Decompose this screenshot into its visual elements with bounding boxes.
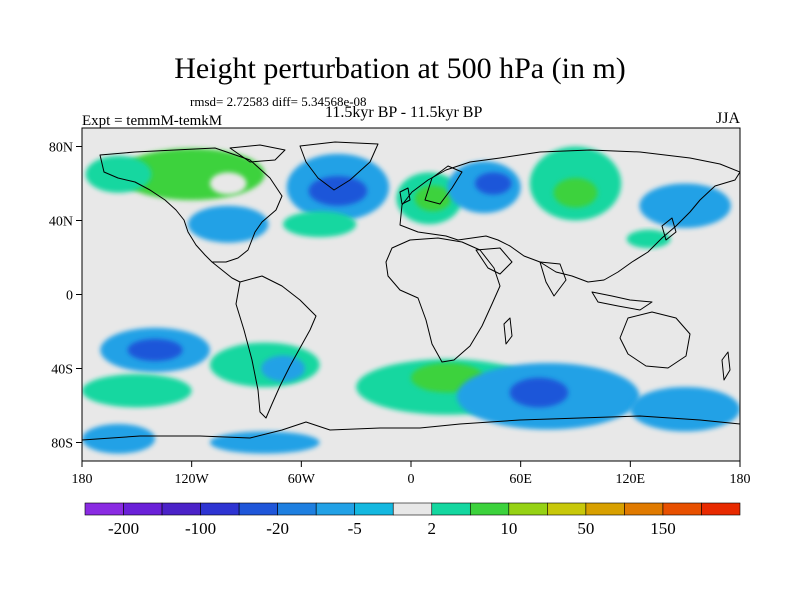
colorbar-swatch-9 xyxy=(431,502,471,516)
y-tick-label-0: 80N xyxy=(49,141,73,156)
x-tick-label-4: 60E xyxy=(509,472,532,487)
anomaly-region-12 xyxy=(188,205,269,243)
colorbar-swatch-6 xyxy=(315,502,356,516)
anomaly-region-24 xyxy=(630,387,740,432)
arctic-islands-coastline xyxy=(229,144,286,163)
anomaly-region-4 xyxy=(308,176,368,206)
colorbar-swatch-16 xyxy=(701,502,741,516)
colorbar-swatch-15 xyxy=(662,502,702,516)
madagascar-coastline xyxy=(503,317,513,345)
colorbar-swatch-0 xyxy=(84,502,124,516)
y-tick-label-4: 80S xyxy=(51,437,73,452)
colorbar-swatch-13 xyxy=(585,502,625,516)
axis-ticks: 180 120W 60W 0 60E 120E 180 80N 40N 0 40S 80S xyxy=(49,141,751,488)
period-label: 11.5kyr BP - 11.5kyr BP xyxy=(325,104,483,121)
colorbar-swatch-3 xyxy=(200,502,240,516)
anomaly-region-6 xyxy=(414,185,452,212)
colorbar-swatch-10 xyxy=(469,502,510,516)
anomaly-fields xyxy=(82,146,740,454)
colorbar-label-2: -20 xyxy=(266,519,289,538)
anomaly-region-19 xyxy=(261,355,305,382)
eurasia-coastline xyxy=(399,149,740,283)
colorbar-swatch-2 xyxy=(161,502,201,516)
colorbar-swatch-7 xyxy=(354,502,394,516)
colorbar-label-6: 50 xyxy=(577,519,594,538)
anomaly-region-8 xyxy=(474,172,512,195)
colorbar: -200 -100 -20 -5 2 10 50 150 xyxy=(84,502,741,538)
new-zealand-coastline xyxy=(721,351,731,381)
arabia-coastline xyxy=(475,247,513,275)
africa-coastline xyxy=(385,237,501,363)
indonesia-coastline xyxy=(591,291,653,311)
japan-coastline xyxy=(661,217,677,241)
x-tick-label-0: 180 xyxy=(72,472,93,487)
anomaly-region-17 xyxy=(82,374,192,408)
colorbar-swatch-8 xyxy=(392,502,433,516)
colorbar-label-7: 150 xyxy=(650,519,676,538)
antarctica-coastline xyxy=(82,415,740,441)
anomaly-region-16 xyxy=(127,338,183,362)
season-label: JJA xyxy=(716,110,741,127)
anomaly-region-26 xyxy=(209,431,320,454)
anomaly-region-14 xyxy=(626,229,671,249)
x-tick-label-2: 60W xyxy=(288,472,316,487)
anomaly-region-2 xyxy=(209,172,247,195)
colorbar-swatch-4 xyxy=(238,502,278,516)
rmsd-diff-label: rmsd= 2.72583 diff= 5.34568e-08 xyxy=(190,94,367,109)
anomaly-region-23 xyxy=(509,377,569,408)
colorbar-label-4: 2 xyxy=(428,519,437,538)
experiment-label: Expt = temmM-temkM xyxy=(82,113,223,129)
colorbar-swatch-1 xyxy=(123,502,163,516)
anomaly-region-1 xyxy=(85,155,152,193)
british-isles-coastline xyxy=(399,187,411,205)
x-tick-label-6: 180 xyxy=(730,472,751,487)
y-tick-label-1: 40N xyxy=(49,215,73,230)
anomaly-region-11 xyxy=(639,183,731,228)
colorbar-swatch-5 xyxy=(277,502,317,516)
colorbar-label-1: -100 xyxy=(185,519,216,538)
continent-outlines xyxy=(82,141,740,441)
scandinavia-coastline xyxy=(424,165,463,205)
chart-title: Height perturbation at 500 hPa (in m) xyxy=(174,52,626,85)
colorbar-label-5: 10 xyxy=(500,519,517,538)
x-tick-label-5: 120E xyxy=(616,472,646,487)
y-tick-label-2: 0 xyxy=(66,289,73,304)
greenland-coastline xyxy=(299,141,379,191)
colorbar-swatch-14 xyxy=(624,502,664,516)
anomaly-region-10 xyxy=(553,177,598,208)
central-america-coastline xyxy=(211,261,241,283)
north-america-coastline xyxy=(99,147,283,263)
south-america-coastline xyxy=(235,275,317,419)
x-tick-label-3: 0 xyxy=(408,472,415,487)
y-tick-label-3: 40S xyxy=(51,363,73,378)
x-tick-label-1: 120W xyxy=(175,472,210,487)
india-coastline xyxy=(539,261,567,297)
anomaly-region-13 xyxy=(283,211,357,238)
colorbar-label-3: -5 xyxy=(348,519,362,538)
australia-coastline xyxy=(619,311,691,369)
colorbar-swatch-11 xyxy=(508,502,548,516)
colorbar-swatch-12 xyxy=(547,502,587,516)
colorbar-label-0: -200 xyxy=(108,519,139,538)
anomaly-region-25 xyxy=(82,424,156,454)
